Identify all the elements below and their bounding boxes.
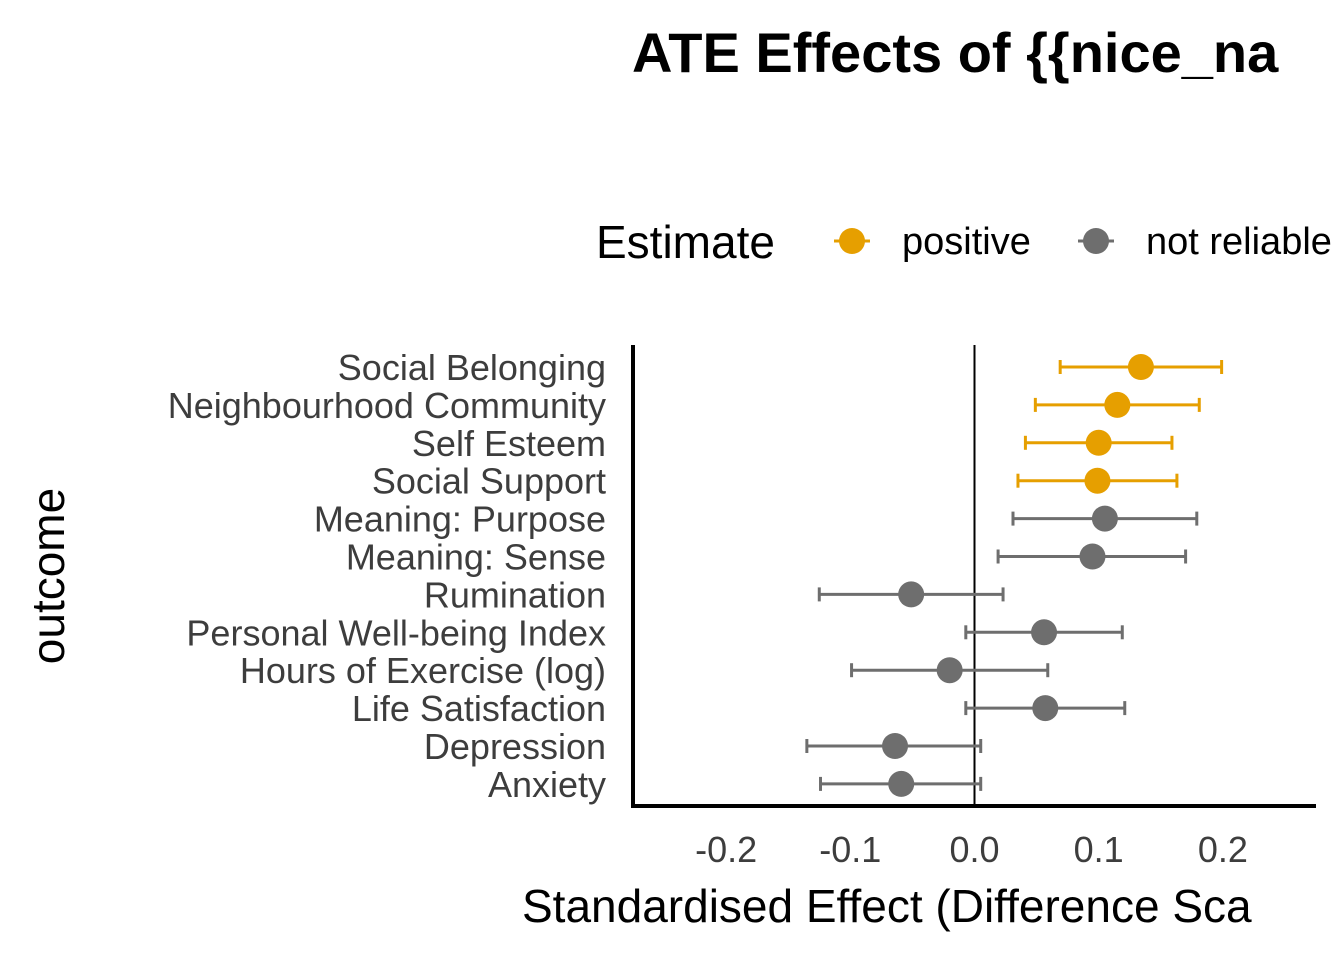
x-tick-label: 0.2: [1198, 829, 1248, 870]
estimate-row: [996, 543, 1188, 570]
legend-title: Estimate: [596, 216, 775, 268]
x-axis-title: Standardised Effect (Difference Sca: [522, 880, 1252, 932]
estimate-point: [882, 733, 909, 759]
x-axis-ticks: -0.2 -0.1 0.0 0.1 0.2: [695, 829, 1248, 870]
estimate-point: [936, 657, 963, 684]
estimate-row: [850, 657, 1050, 684]
legend-key-point: [839, 228, 865, 254]
estimate-row: [819, 770, 983, 797]
category-label: Meaning: Sense: [346, 537, 606, 578]
x-tick-label: 0.0: [949, 829, 999, 870]
legend-key-point: [1083, 228, 1109, 254]
estimate-point: [1031, 619, 1058, 646]
category-label: Life Satisfaction: [352, 688, 606, 729]
legend: Estimate positive not reliable: [596, 216, 1332, 268]
estimate-point: [888, 770, 915, 797]
estimate-marks: [805, 354, 1224, 797]
estimate-row: [1023, 429, 1174, 456]
x-tick-label: -0.2: [695, 829, 757, 870]
legend-entry: not reliable: [1078, 221, 1332, 263]
legend-entry: positive: [834, 221, 1031, 263]
estimate-point: [898, 581, 925, 608]
legend-label: positive: [902, 221, 1031, 263]
category-label: Rumination: [424, 574, 606, 615]
estimate-point: [1079, 543, 1106, 570]
estimate-row: [1033, 391, 1201, 418]
category-label: Neighbourhood Community: [168, 385, 606, 426]
category-label: Personal Well-being Index: [186, 612, 606, 653]
estimate-point: [1085, 429, 1112, 456]
estimate-point: [1127, 354, 1154, 380]
estimate-point: [1091, 505, 1118, 532]
category-label: Hours of Exercise (log): [240, 650, 606, 691]
estimate-row: [1016, 467, 1179, 494]
chart-title: ATE Effects of {{nice_na: [632, 21, 1279, 84]
x-tick-label: -0.1: [819, 829, 881, 870]
category-label: Social Support: [372, 461, 606, 502]
estimate-point: [1084, 467, 1111, 494]
x-tick-label: 0.1: [1074, 829, 1124, 870]
estimate-row: [1011, 505, 1199, 532]
estimate-row: [817, 581, 1005, 608]
estimate-point: [1032, 695, 1059, 722]
estimate-row: [1058, 354, 1224, 380]
category-label: Meaning: Purpose: [314, 499, 606, 540]
category-label: Social Belonging: [338, 347, 606, 388]
y-axis-title: outcome: [22, 488, 74, 664]
estimate-row: [805, 733, 983, 759]
estimate-row: [964, 695, 1127, 722]
category-label: Self Esteem: [412, 423, 606, 464]
category-label: Anxiety: [488, 764, 606, 805]
legend-entries: positive not reliable: [834, 221, 1332, 263]
estimate-row: [964, 619, 1124, 646]
category-label: Depression: [424, 726, 606, 767]
estimate-point: [1104, 391, 1131, 418]
legend-label: not reliable: [1146, 221, 1332, 263]
